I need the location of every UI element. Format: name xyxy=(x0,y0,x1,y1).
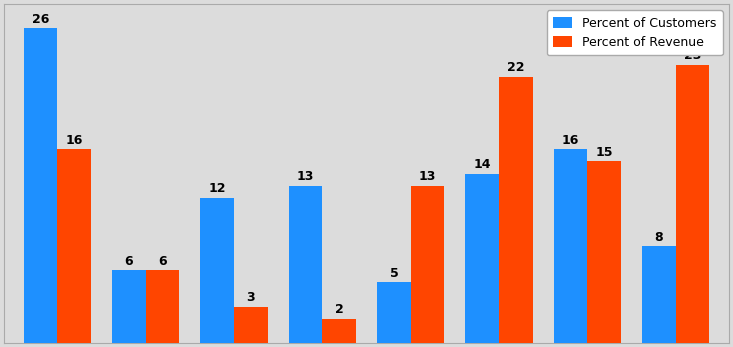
Text: 16: 16 xyxy=(65,134,83,147)
Text: 6: 6 xyxy=(158,255,166,268)
Bar xyxy=(289,186,323,343)
Legend: Percent of Customers, Percent of Revenue: Percent of Customers, Percent of Revenue xyxy=(547,10,723,55)
Bar xyxy=(146,270,179,343)
Text: 15: 15 xyxy=(595,146,613,159)
Bar xyxy=(587,161,621,343)
Bar xyxy=(234,306,268,343)
Bar xyxy=(642,246,676,343)
Text: 22: 22 xyxy=(507,61,525,74)
Bar xyxy=(112,270,146,343)
Text: 6: 6 xyxy=(125,255,133,268)
Text: 8: 8 xyxy=(655,231,663,244)
Bar xyxy=(554,149,587,343)
Text: 14: 14 xyxy=(474,158,491,171)
Bar xyxy=(465,174,499,343)
Bar xyxy=(23,28,57,343)
Text: 23: 23 xyxy=(684,49,701,62)
Text: 13: 13 xyxy=(419,170,436,183)
Bar xyxy=(57,149,91,343)
Bar xyxy=(499,77,533,343)
Text: 16: 16 xyxy=(562,134,579,147)
Bar xyxy=(676,65,710,343)
Text: 12: 12 xyxy=(208,182,226,195)
Bar xyxy=(410,186,444,343)
Text: 26: 26 xyxy=(32,13,49,26)
Bar xyxy=(200,198,234,343)
Text: 2: 2 xyxy=(335,303,344,316)
Text: 5: 5 xyxy=(389,267,398,280)
Bar xyxy=(323,319,356,343)
Text: 13: 13 xyxy=(297,170,314,183)
Text: 3: 3 xyxy=(246,291,255,304)
Bar xyxy=(377,282,410,343)
